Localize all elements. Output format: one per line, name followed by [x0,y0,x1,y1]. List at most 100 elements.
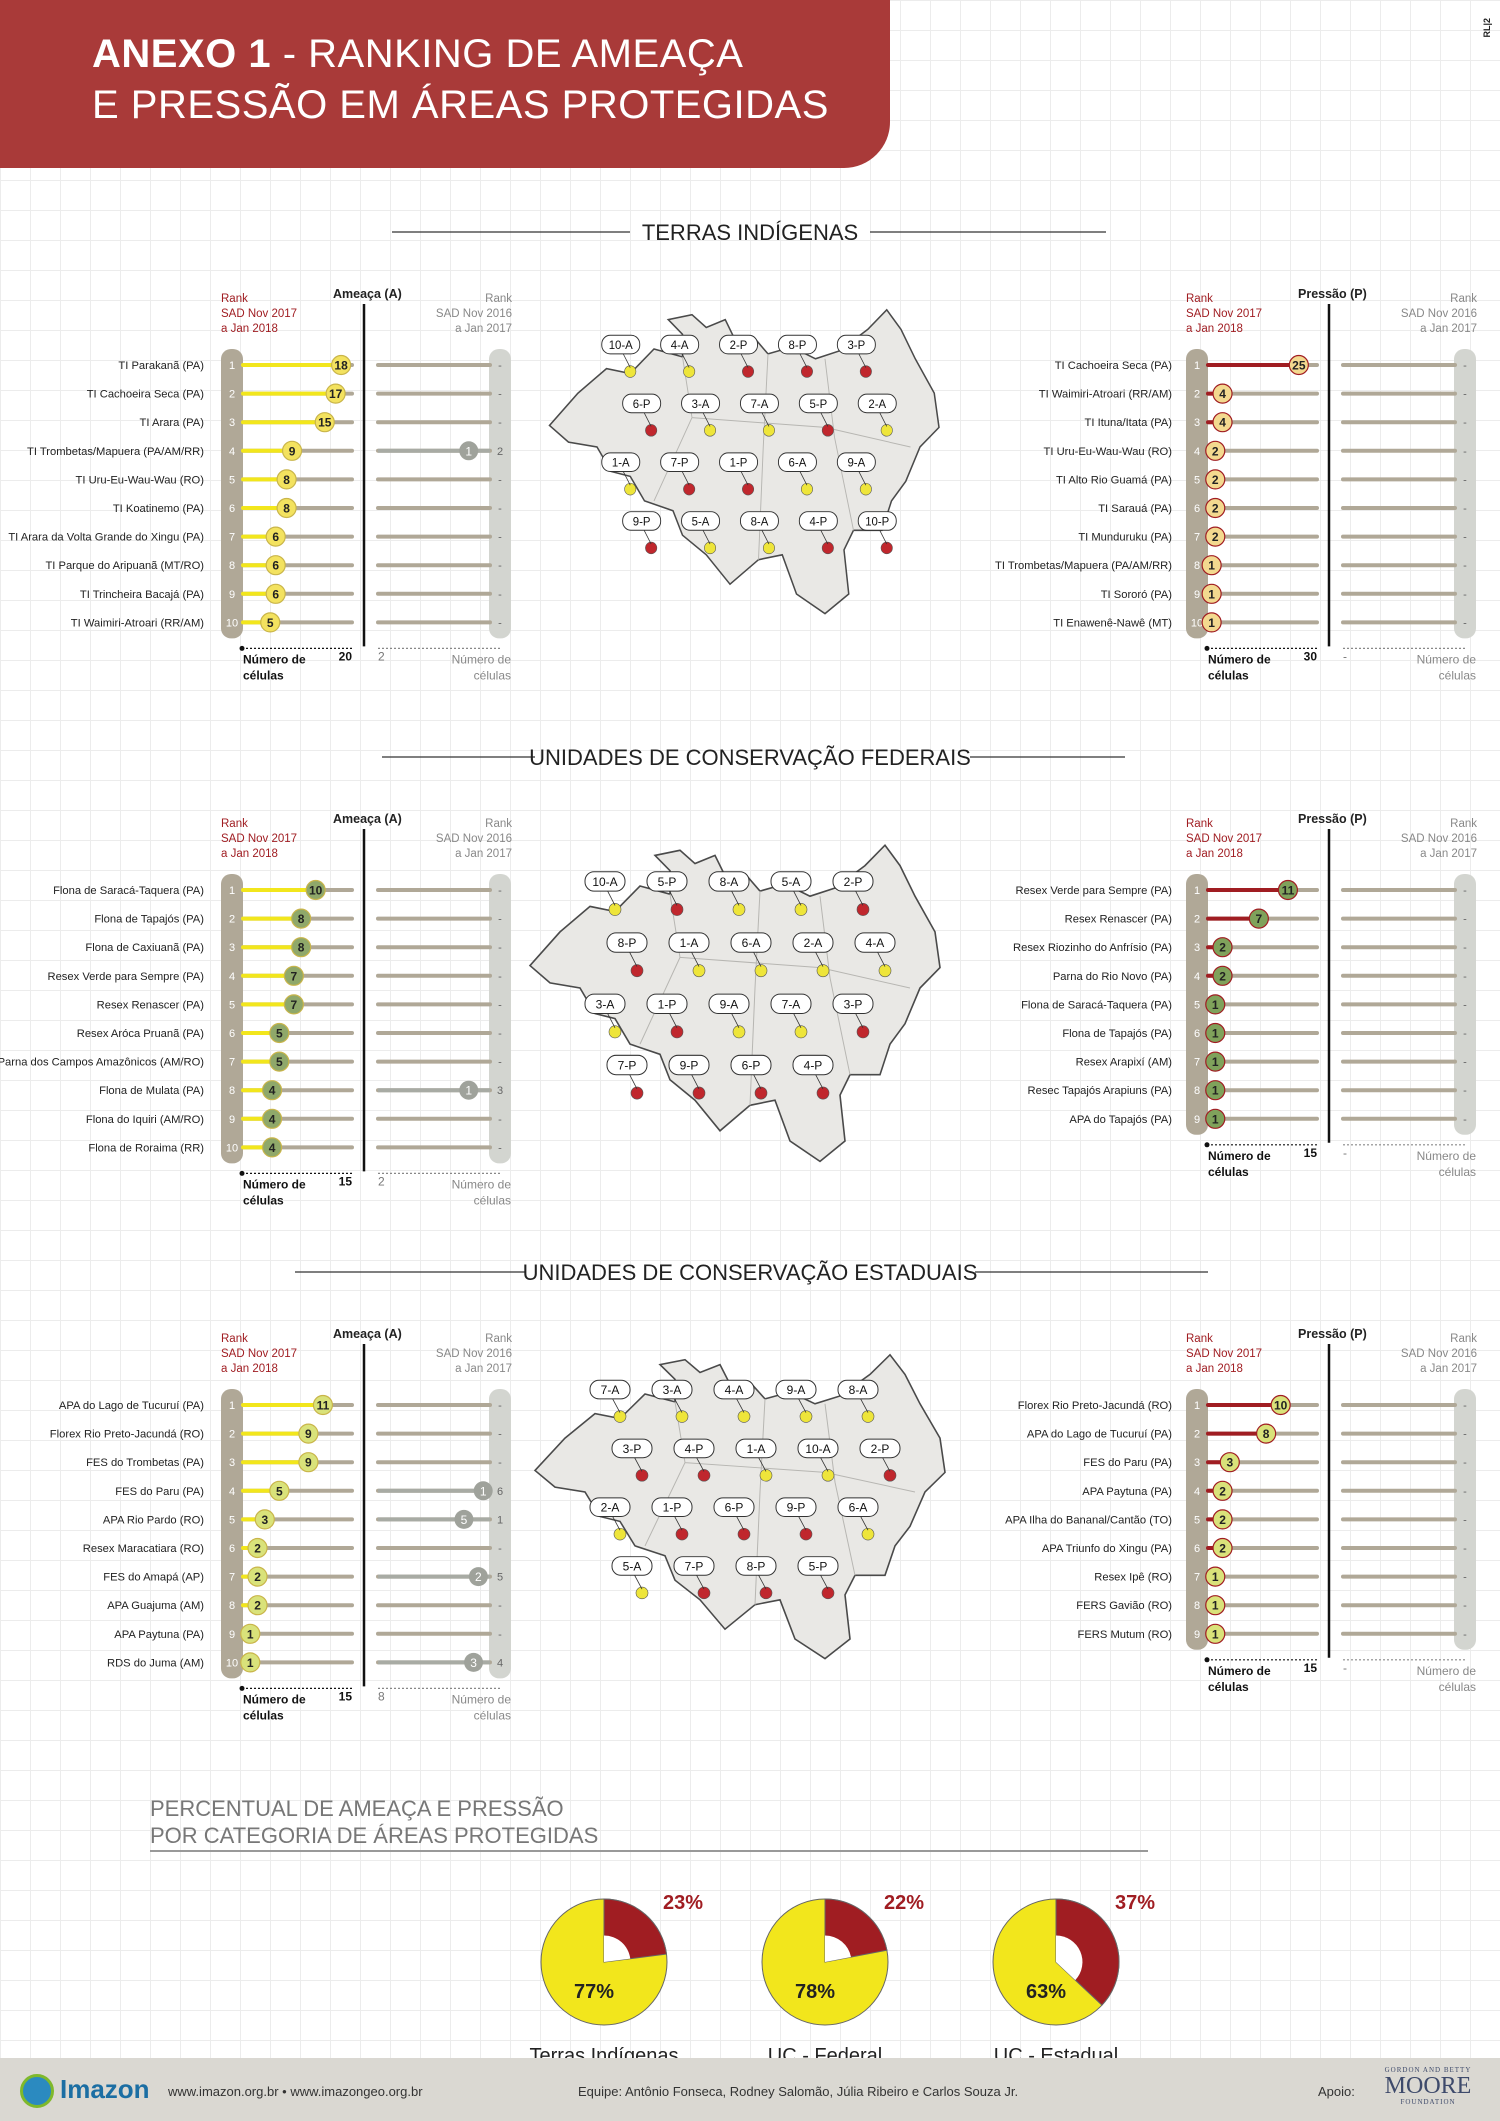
rank-previous: - [498,885,502,897]
value-badge [276,497,297,519]
scale-max: 15 [339,1174,353,1188]
value-label: 7 [1256,912,1263,926]
map-label: 6-A [742,936,762,950]
rank-previous: - [1463,474,1467,486]
map-label: 6-P [633,399,651,411]
map-label: 10-A [805,1442,830,1456]
rank-current: 9 [1194,589,1200,601]
imazon-logo-text: Imazon [60,2074,150,2104]
moore-foundation-logo: GORDON AND BETTY MOORE FOUNDATION [1378,2066,1478,2106]
pressure-panel-0: Rank SAD Nov 2017 a Jan 2018 Rank SAD Nov 20… [995,287,1477,682]
value-badge [261,1137,283,1158]
value-badge [1205,1051,1226,1072]
rank-current: 6 [1194,503,1200,515]
amazon-map-2: 7-A 3-A 4-A 9-A 8-A 3-P 4-P 1-A 10-A 2-P 2-A 1-P 6-P… [533,1353,946,1660]
num-celulas-current: Número de células [1208,652,1271,682]
value-label: 1 [247,1656,254,1670]
rank-cur-header-line: SAD Nov 2017 [221,833,297,845]
area-label: TI Sororó (PA) [1101,589,1173,601]
imazon-logo[interactable]: Imazon [20,2074,150,2109]
area-label: Flona do Iquiri (AM/RO) [86,1114,204,1126]
prev-badge [473,1481,493,1501]
rank-current: 3 [229,417,235,429]
rank-cur-header-line: Rank [221,818,248,830]
rank-column-current [221,874,243,1164]
map-area-marker [737,1527,751,1541]
map-area-marker [732,903,746,916]
value-label: 2 [1212,444,1219,458]
map-label: 6-A [849,1501,868,1515]
map-label-pill [646,993,688,1015]
map-label-pill [651,1379,693,1400]
value-badge [283,994,304,1015]
num-celulas-current: Número de células [243,1692,306,1722]
map-label-pill [651,1497,693,1517]
rank-previous: - [498,1543,502,1555]
value-badge [254,1509,275,1530]
rank-previous: - [1463,1028,1467,1040]
value-badge [305,879,326,901]
rank-current: 7 [229,532,235,544]
rank-previous: 6 [497,1486,503,1498]
rank-prev-header-line: Rank [1450,1333,1477,1345]
footer-urls[interactable]: www.imazon.org.br • www.imazongeo.org.br [168,2084,423,2099]
value-label: 6 [272,530,279,544]
map-label: 4-A [866,936,886,950]
map-area-marker [794,903,808,916]
map-state-lines [653,353,911,560]
value-label: 1 [1212,1627,1219,1641]
rank-previous: - [498,589,502,601]
map-area-marker [737,1410,751,1423]
value-badge [1201,583,1222,604]
map-label-pill [606,1054,648,1076]
rank-current: 7 [1194,1572,1200,1584]
footer: Imazon www.imazon.org.br • www.imazongeo… [0,2058,1500,2121]
map-label: 8-A [720,875,740,889]
rank-cur-header: Rank SAD Nov 2017 a Jan 2018 [221,293,297,335]
num-celulas-current: Número de células [243,652,306,682]
num-celulas-previous: Número de células [1417,1149,1477,1179]
rank-column-current [1186,874,1208,1135]
pressure-panel-1: Rank SAD Nov 2017 a Jan 2018 Rank SAD Nov 20… [1013,812,1477,1179]
prev-value-label: 1 [480,1484,487,1498]
rank-previous: - [498,560,502,572]
map-area-marker [645,424,658,437]
rank-current: 2 [1194,1429,1200,1441]
rank-previous: - [1463,417,1467,429]
rank-current: 5 [1194,474,1200,486]
rank-previous: - [1463,1600,1467,1612]
map-area-marker [856,903,870,916]
map-label: 3-P [844,997,863,1011]
map-label: 9-P [787,1501,806,1515]
rank-prev-header: Rank SAD Nov 2016 a Jan 2017 [436,293,512,335]
prev-scale-max: - [1343,1146,1347,1160]
rank-cur-header-line: a Jan 2018 [1186,323,1243,335]
map-area-marker [635,1586,649,1600]
rank-cur-header: Rank SAD Nov 2017 a Jan 2018 [1186,818,1262,860]
rank-previous: - [1463,1400,1467,1412]
area-label: Resex Maracatiara (RO) [83,1543,205,1555]
map-label: 7-A [782,997,802,1011]
prev-value-label: 1 [465,1084,472,1098]
value-label: 4 [269,1141,276,1155]
map-area-marker [608,1025,622,1039]
prev-value-label: 5 [461,1513,468,1527]
num-celulas-previous-line: células [1439,668,1476,682]
scale-max: 30 [1304,649,1318,663]
map-label: 7-A [751,399,769,411]
pie-chart: 37%63%UC - Estadual [992,1892,1155,2067]
map-label-pill [646,871,688,892]
map-label: 8-A [849,1383,868,1397]
value-badge [331,354,352,376]
area-label: Resex Verde para Sempre (PA) [48,971,205,983]
rank-previous: - [498,1629,502,1641]
pie-hole [1056,1935,1083,1981]
rank-cur-header: Rank SAD Nov 2017 a Jan 2018 [221,1333,297,1375]
value-label: 1 [247,1627,254,1641]
rank-prev-header-line: a Jan 2017 [455,323,512,335]
area-label: Florex Rio Preto-Jacundá (RO) [50,1429,204,1441]
rank-previous: - [498,532,502,544]
value-badge [291,908,312,929]
map-label: 9-A [847,457,865,469]
